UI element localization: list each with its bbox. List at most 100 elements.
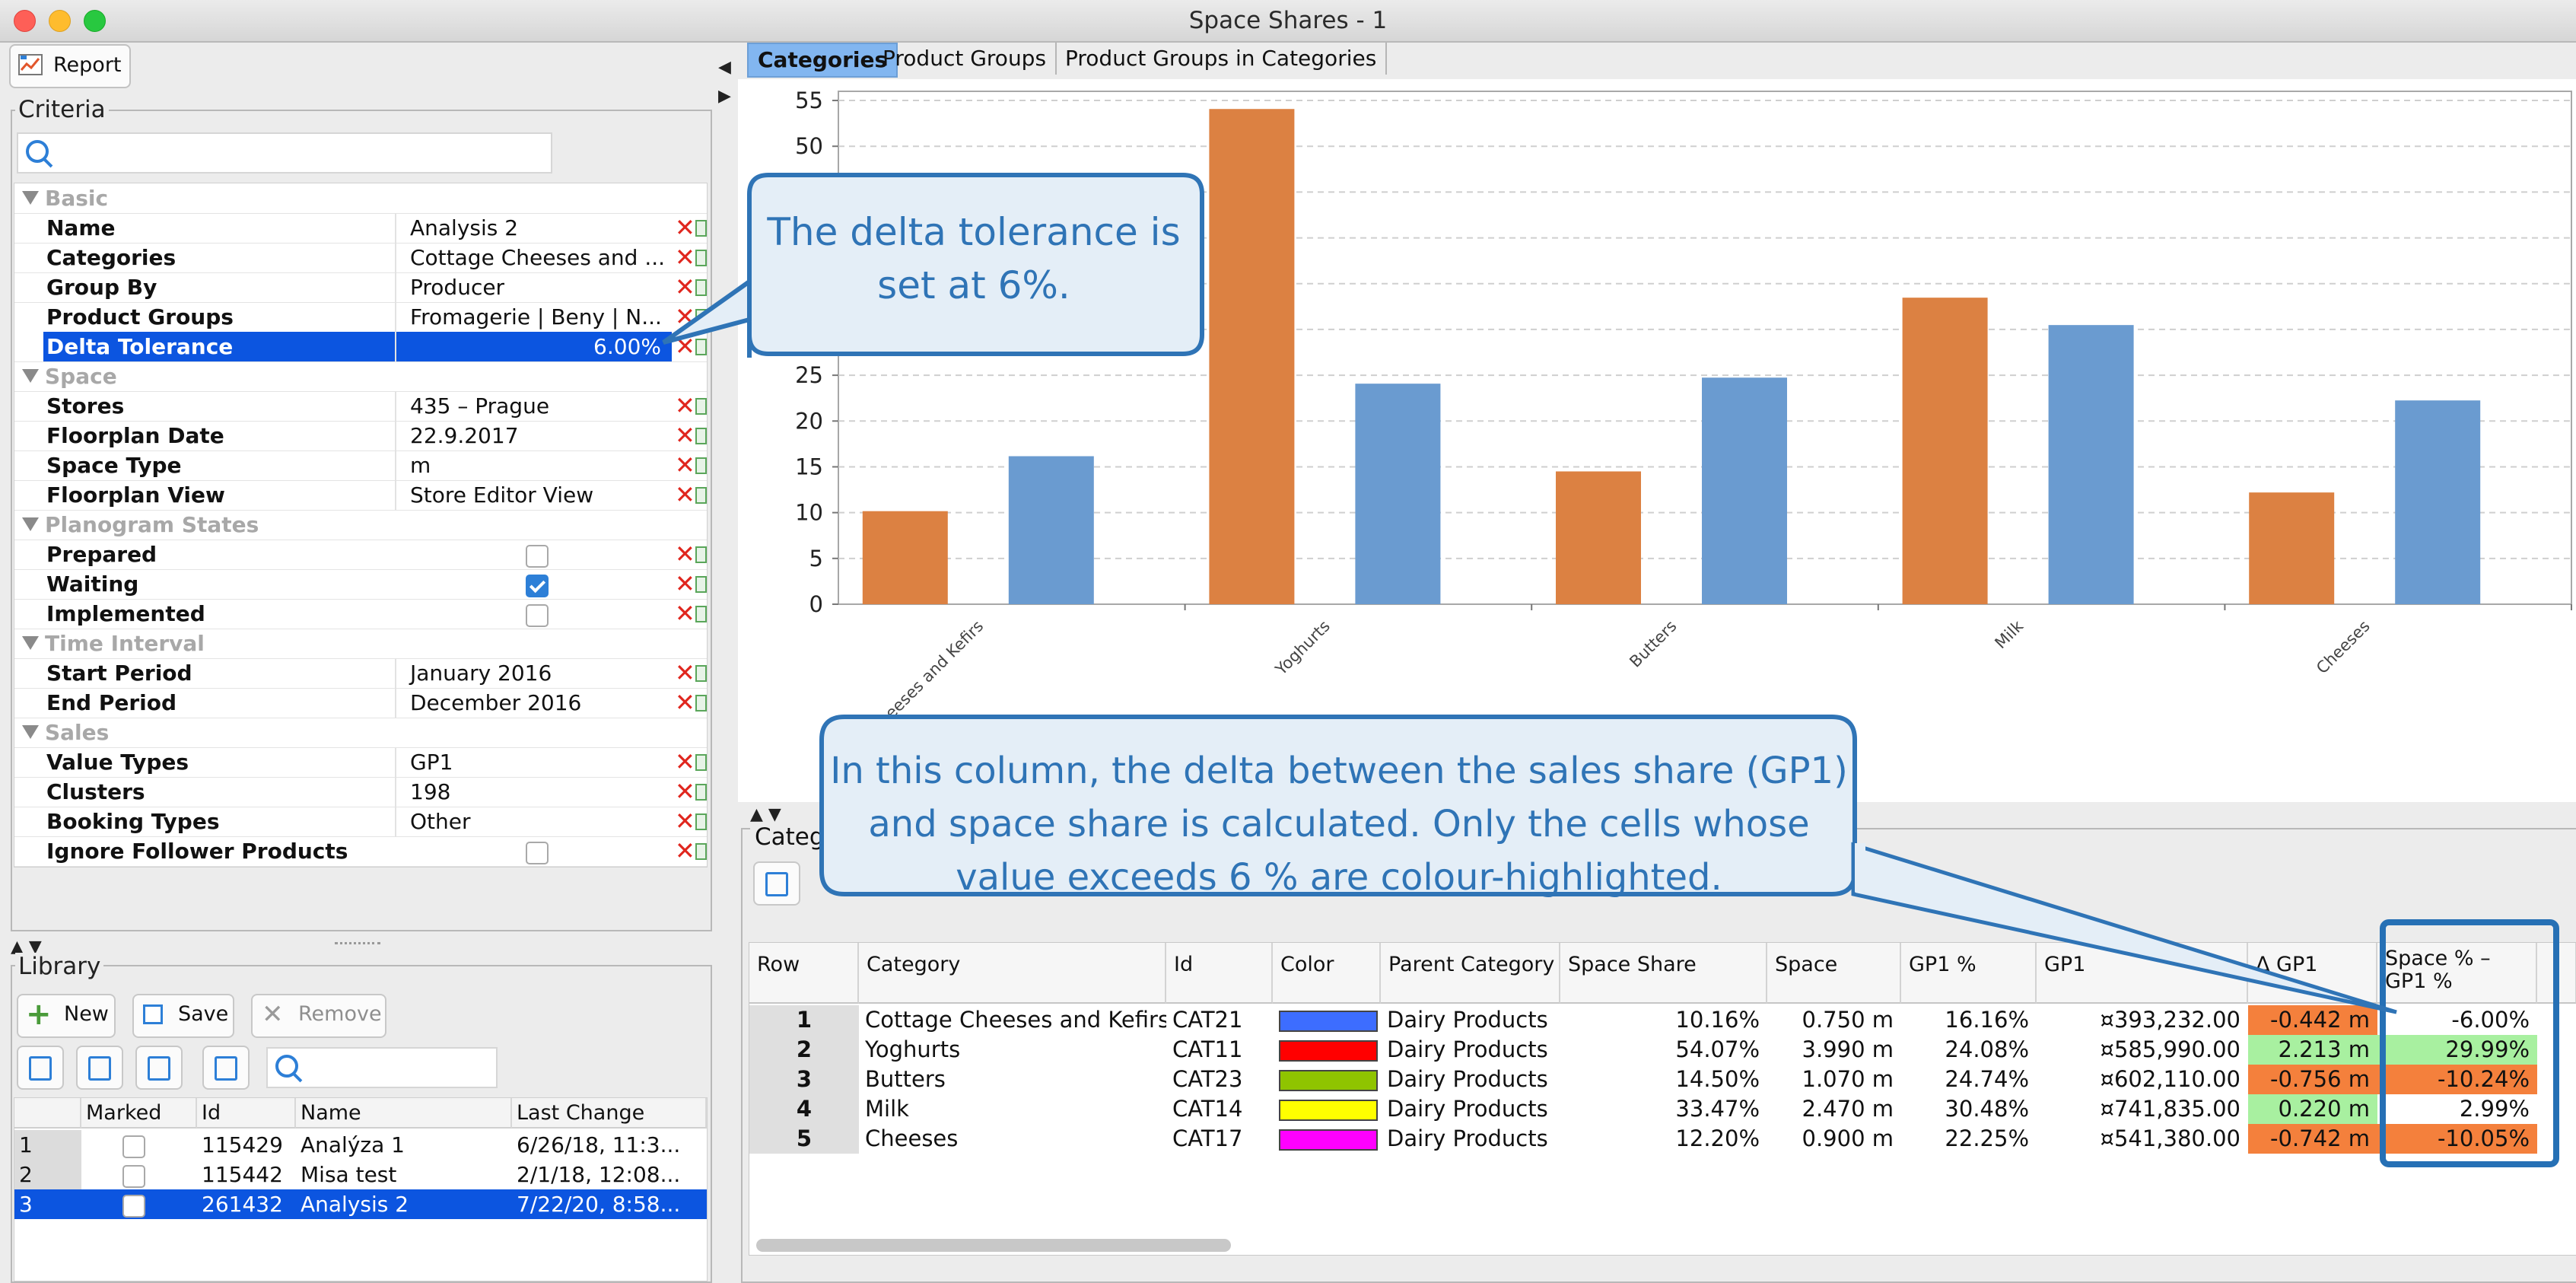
- edit-icon[interactable]: [695, 695, 707, 712]
- horizontal-scrollbar[interactable]: [756, 1239, 1231, 1252]
- tab-categories[interactable]: Categories: [747, 43, 898, 78]
- clear-icon[interactable]: ✕: [675, 272, 695, 301]
- waiting-checkbox[interactable]: [526, 575, 549, 597]
- clear-icon[interactable]: ✕: [675, 807, 695, 836]
- edit-icon[interactable]: [695, 398, 707, 415]
- save-button[interactable]: Save: [132, 994, 234, 1038]
- prop-delta-tolerance[interactable]: Delta Tolerance 6.00% ✕: [14, 332, 707, 362]
- implemented-checkbox[interactable]: [526, 604, 549, 627]
- section-space[interactable]: Space: [14, 361, 707, 392]
- marked-checkbox[interactable]: [122, 1195, 145, 1218]
- prop-waiting[interactable]: Waiting ✕: [14, 569, 707, 600]
- prop-space-type[interactable]: Space Type m ✕: [14, 450, 707, 481]
- prop-value-types[interactable]: Value Types GP1 ✕: [14, 747, 707, 778]
- lower-panel-arrows[interactable]: ▲ ▼: [750, 805, 781, 824]
- clear-icon[interactable]: ✕: [675, 332, 695, 361]
- col-header-row[interactable]: Row: [749, 943, 859, 1004]
- section-sales[interactable]: Sales: [14, 718, 707, 748]
- clipboard-button[interactable]: [202, 1046, 250, 1090]
- splitter-grip[interactable]: [335, 942, 380, 947]
- edit-icon[interactable]: [695, 220, 707, 237]
- report-button[interactable]: Report: [9, 44, 131, 88]
- edit-icon[interactable]: [695, 309, 707, 326]
- col-header-delta-gp1[interactable]: Δ GP1: [2248, 943, 2377, 1004]
- close-window-button[interactable]: [14, 10, 36, 32]
- prop-floorplan-view[interactable]: Floorplan View Store Editor View ✕: [14, 480, 707, 511]
- prepared-checkbox[interactable]: [526, 545, 549, 568]
- prop-implemented[interactable]: Implemented ✕: [14, 599, 707, 629]
- help-button[interactable]: [135, 1046, 183, 1090]
- clear-icon[interactable]: ✕: [675, 391, 695, 420]
- tab-product-groups-in-categories[interactable]: Product Groups in Categories: [1056, 43, 1388, 75]
- tab-product-groups[interactable]: Product Groups: [873, 43, 1057, 75]
- clear-icon[interactable]: ✕: [675, 599, 695, 628]
- section-time-interval[interactable]: Time Interval: [14, 629, 707, 659]
- edit-icon[interactable]: [695, 843, 707, 860]
- prop-name[interactable]: Name Analysis 2 ✕: [14, 213, 707, 244]
- edit-icon[interactable]: [695, 813, 707, 830]
- criteria-search-input[interactable]: [17, 132, 552, 174]
- library-row[interactable]: 1 115429 Analýza 1 6/26/18, 11:3...: [14, 1130, 707, 1160]
- marked-checkbox[interactable]: [122, 1165, 145, 1188]
- prop-booking-types[interactable]: Booking Types Other ✕: [14, 807, 707, 837]
- table-row[interactable]: 4 Milk CAT14 Dairy Products 33.47% 2.470 m 30.…: [749, 1094, 2576, 1124]
- edit-icon[interactable]: [695, 250, 707, 266]
- col-header-space-share[interactable]: Space Share: [1560, 943, 1767, 1004]
- edit-icon[interactable]: [695, 576, 707, 593]
- section-planogram-states[interactable]: Planogram States: [14, 510, 707, 540]
- prop-clusters[interactable]: Clusters 198 ✕: [14, 777, 707, 807]
- edit-icon[interactable]: [695, 546, 707, 563]
- prop-ignore-follower-products[interactable]: Ignore Follower Products ✕: [14, 836, 707, 867]
- section-basic[interactable]: Basic: [14, 183, 707, 214]
- table-row[interactable]: 3 Butters CAT23 Dairy Products 14.50% 1.070 m…: [749, 1065, 2576, 1094]
- prop-categories[interactable]: Categories Cottage Cheeses and ... ✕: [14, 243, 707, 273]
- table-row[interactable]: 1 Cottage Cheeses and Kefirs CAT21 Dairy Pr…: [749, 1005, 2576, 1035]
- clear-icon[interactable]: ✕: [675, 540, 695, 568]
- prop-start-period[interactable]: Start Period January 2016 ✕: [14, 658, 707, 689]
- clear-icon[interactable]: ✕: [675, 421, 695, 450]
- col-header-category[interactable]: Category: [859, 943, 1166, 1004]
- col-header-space[interactable]: Space: [1767, 943, 1901, 1004]
- table-row[interactable]: 5 Cheeses CAT17 Dairy Products 12.20% 0.900 m…: [749, 1124, 2576, 1154]
- edit-icon[interactable]: [695, 339, 707, 355]
- prop-group-by[interactable]: Group By Producer ✕: [14, 272, 707, 303]
- edit-icon[interactable]: [695, 279, 707, 296]
- col-header-gp1-pct[interactable]: GP1 %: [1901, 943, 2037, 1004]
- clear-icon[interactable]: ✕: [675, 480, 695, 509]
- edit-icon[interactable]: [695, 784, 707, 801]
- col-header-last-change[interactable]: Last Change: [512, 1098, 707, 1129]
- clear-icon[interactable]: ✕: [675, 777, 695, 806]
- prop-prepared[interactable]: Prepared ✕: [14, 540, 707, 570]
- edit-icon[interactable]: [695, 754, 707, 771]
- library-row-selected[interactable]: 3 261432 Analysis 2 7/22/20, 8:58...: [14, 1189, 707, 1219]
- col-header-id[interactable]: Id: [197, 1098, 296, 1129]
- clear-icon[interactable]: ✕: [675, 302, 695, 331]
- clear-icon[interactable]: ✕: [675, 688, 695, 717]
- clear-icon[interactable]: ✕: [675, 213, 695, 242]
- collapse-panel-arrows[interactable]: ◀ ▶: [718, 58, 731, 106]
- prop-end-period[interactable]: End Period December 2016 ✕: [14, 688, 707, 718]
- edit-icon[interactable]: [695, 457, 707, 474]
- col-header-gp1[interactable]: GP1: [2037, 943, 2248, 1004]
- clear-icon[interactable]: ✕: [675, 747, 695, 776]
- prop-floorplan-date[interactable]: Floorplan Date 22.9.2017 ✕: [14, 421, 707, 451]
- clear-icon[interactable]: ✕: [675, 836, 695, 865]
- edit-icon[interactable]: [695, 665, 707, 682]
- remove-button[interactable]: ✕ Remove: [251, 994, 386, 1038]
- library-search-input[interactable]: [266, 1047, 498, 1088]
- clipboard-button[interactable]: [753, 861, 800, 906]
- clear-icon[interactable]: ✕: [675, 243, 695, 272]
- ignore-follower-checkbox[interactable]: [526, 842, 549, 864]
- edit-icon[interactable]: [695, 487, 707, 504]
- prop-product-groups[interactable]: Product Groups Fromagerie | Beny | N... ✕: [14, 302, 707, 333]
- col-header-marked[interactable]: Marked: [81, 1098, 197, 1129]
- prop-stores[interactable]: Stores 435 – Prague ✕: [14, 391, 707, 422]
- clear-icon[interactable]: ✕: [675, 450, 695, 479]
- col-header-name[interactable]: Name: [296, 1098, 512, 1129]
- col-header-id[interactable]: Id: [1166, 943, 1273, 1004]
- table-row[interactable]: 2 Yoghurts CAT11 Dairy Products 54.07% 3.990 …: [749, 1035, 2576, 1065]
- edit-icon[interactable]: [695, 606, 707, 622]
- col-header-parent-category[interactable]: Parent Category: [1381, 943, 1560, 1004]
- clear-icon[interactable]: ✕: [675, 658, 695, 687]
- col-header-space-minus-gp1[interactable]: Space % – GP1 %: [2377, 943, 2537, 1004]
